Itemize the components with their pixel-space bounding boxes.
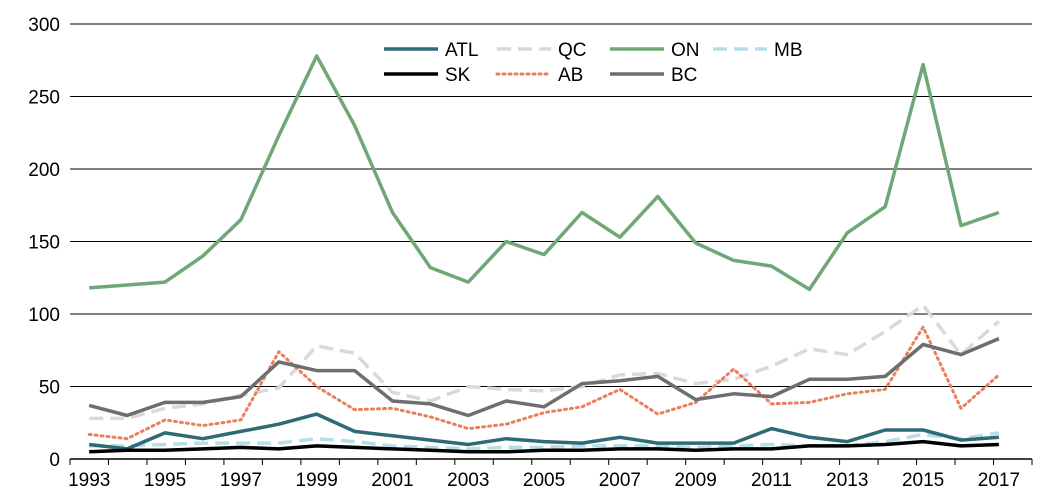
series-lines [87,54,1001,454]
series-line-bc [88,336,1000,418]
series-line-qc [89,303,1001,421]
x-tick-label: 2015 [902,470,944,491]
series-line-atl [88,412,1000,451]
y-tick-label: 200 [28,160,60,181]
x-tick-label: 2001 [371,470,413,491]
series-line-sk [89,439,999,454]
x-tick-label: 2005 [523,470,565,491]
x-tick-label: 1997 [220,470,262,491]
x-tick-label: 2013 [826,470,868,491]
gridlines [70,23,1032,387]
x-tick-label: 2017 [978,470,1020,491]
series-line-ab [87,325,1001,441]
legend-label-qc: QC [558,40,587,61]
y-tick-label: 0 [49,450,60,471]
legend: ATL QC ON MB SK AB BC [384,40,803,86]
y-tick-label: 100 [28,305,60,326]
x-tick-label: 2009 [675,470,717,491]
x-tick-label: 1993 [68,470,110,491]
y-tick-label: 50 [39,378,60,399]
y-tick-label: 250 [28,88,60,109]
legend-label-on: ON [671,40,700,61]
x-tick-label: 2007 [599,470,641,491]
legend-label-sk: SK [445,65,471,86]
axes [69,458,1033,465]
series-line-on [89,54,1000,292]
x-tick-label: 2011 [751,470,792,491]
y-axis-tick-labels: 0 50 100 150 200 250 300 [28,15,60,471]
x-tick-label: 1999 [296,470,338,491]
x-axis-tick-labels: 1993 1995 1997 1999 2001 2003 2005 2007 2009 2011… [68,470,1020,491]
legend-label-mb: MB [774,40,803,61]
legend-label-atl: ATL [445,40,478,61]
x-tick-label: 1995 [144,470,186,491]
x-tick-label: 2003 [447,470,489,491]
y-tick-label: 150 [28,233,60,254]
legend-label-ab: AB [558,65,583,86]
legend-label-bc: BC [671,65,697,86]
y-tick-label: 300 [28,15,60,36]
